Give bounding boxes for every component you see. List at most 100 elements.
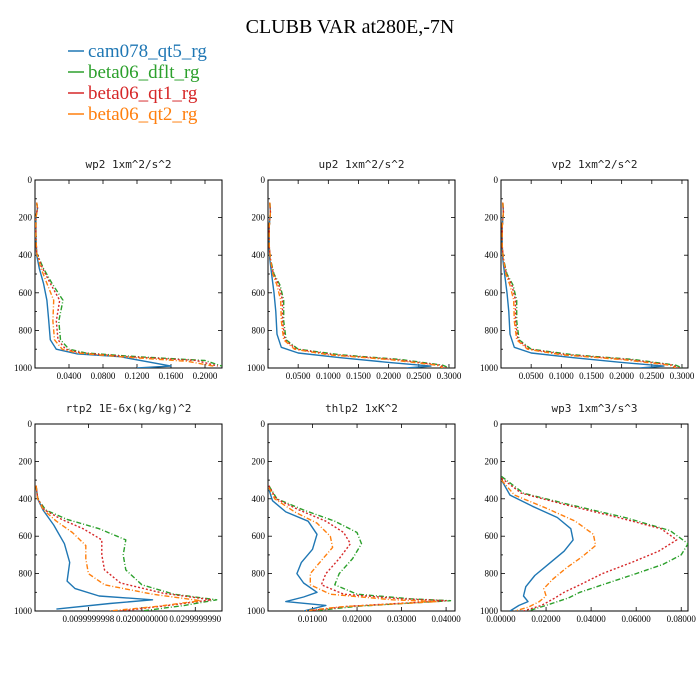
series-line-beta06-qt2-rg [268,487,438,611]
x-tick-label: 0.3000 [437,371,462,381]
series-line-beta06-qt1-rg [501,477,678,611]
chart-panel: rtp2 1E-6x(kg/kg)^2 0 200 400 600 800 1000 0.00… [14,402,223,624]
y-tick-label: 600 [252,531,266,541]
legend-item: beta06_qt2_rg [68,104,198,125]
plot-frame [34,423,223,612]
legend-label: cam078_qt5_rg [88,41,207,62]
y-tick-label: 400 [19,494,33,504]
series-line-cam078-qt5-rg [35,202,172,368]
series-line-beta06-qt1-rg [268,202,447,368]
x-tick-label: 0.2500 [406,371,431,381]
x-tick-label: 0.0299999990 [169,614,221,624]
x-tick-label: 0.0099999998 [63,614,115,624]
series-line-beta06-dflt-rg [501,202,683,368]
series-line-beta06-qt1-rg [268,485,447,611]
series-line-beta06-qt2-rg [501,202,677,368]
legend-label: beta06_qt2_rg [88,104,198,125]
y-tick-label: 0 [261,175,266,185]
panel-title: up2 1xm^2/s^2 [318,158,404,171]
panel-title: wp3 1xm^3/s^3 [551,402,637,415]
panel-title: wp2 1xm^2/s^2 [85,158,171,171]
y-tick-label: 1000 [247,363,266,373]
y-tick-label: 200 [252,213,266,223]
y-tick-label: 800 [252,325,266,335]
y-tick-label: 400 [252,250,266,260]
figure-title: CLUBB VAR at280E,-7N [246,16,455,38]
chart-panel: up2 1xm^2/s^2 0 200 400 600 800 1000 0.0500 0.10… [247,158,462,381]
series-line-cam078-qt5-rg [268,202,432,368]
plot-frame [267,179,456,369]
x-tick-label: 0.02000 [531,614,561,624]
y-tick-label: 1000 [247,606,266,616]
x-tick-label: 0.08000 [667,614,697,624]
x-tick-label: 0.1600 [159,371,184,381]
x-tick-label: 0.1500 [579,371,604,381]
panel-title: vp2 1xm^2/s^2 [551,158,637,171]
series-line-beta06-dflt-rg [268,485,452,611]
y-tick-label: 1000 [14,363,33,373]
y-tick-label: 0 [494,419,499,429]
series-line-beta06-dflt-rg [501,475,688,611]
x-tick-label: 0.01000 [298,614,328,624]
y-tick-label: 0 [28,175,33,185]
y-tick-label: 600 [19,288,33,298]
y-tick-label: 200 [19,213,33,223]
legend-item: beta06_qt1_rg [68,83,198,104]
y-tick-label: 200 [485,213,499,223]
x-tick-label: 0.02000 [342,614,372,624]
plot-frame [500,179,689,369]
y-tick-label: 800 [485,569,499,579]
x-tick-label: 0.2000 [193,371,218,381]
panel-title: thlp2 1xK^2 [325,402,398,415]
x-tick-label: 0.04000 [576,614,606,624]
y-tick-label: 600 [19,531,33,541]
y-tick-label: 400 [485,494,499,504]
chart-panel: wp2 1xm^2/s^2 0 200 400 600 800 1000 0.0400 0.08… [14,158,223,381]
y-tick-label: 0 [494,175,499,185]
chart-panel: vp2 1xm^2/s^2 0 200 400 600 800 1000 0.0500 0.10… [480,158,695,381]
x-tick-label: 0.00000 [486,614,516,624]
series-line-cam078-qt5-rg [501,202,665,368]
x-tick-label: 0.2000 [376,371,401,381]
y-tick-label: 0 [261,419,266,429]
x-tick-label: 0.0500 [286,371,311,381]
y-tick-label: 400 [252,494,266,504]
series-line-beta06-qt2-rg [35,485,202,611]
panel-title: rtp2 1E-6x(kg/kg)^2 [66,402,192,415]
y-tick-label: 200 [252,456,266,466]
x-tick-label: 0.04000 [431,614,461,624]
series-line-beta06-qt2-rg [35,202,214,367]
series-line-beta06-dflt-rg [268,202,450,368]
x-tick-label: 0.03000 [387,614,417,624]
series-line-beta06-qt1-rg [501,202,680,368]
legend-item: beta06_dflt_rg [68,62,200,83]
x-tick-label: 0.0200000000 [116,614,168,624]
y-tick-label: 800 [19,569,33,579]
series-line-beta06-dflt-rg [35,485,218,611]
x-tick-label: 0.1000 [316,371,341,381]
series-line-beta06-qt2-rg [501,479,597,611]
y-tick-label: 1000 [14,606,33,616]
series-line-beta06-dflt-rg [35,202,222,367]
x-tick-label: 0.0400 [57,371,82,381]
plot-frame [34,179,223,369]
legend: cam078_qt5_rg beta06_dflt_rg beta06_qt1_… [68,41,207,125]
y-tick-label: 400 [19,250,33,260]
series-line-cam078-qt5-rg [501,479,574,611]
y-tick-label: 800 [485,325,499,335]
y-tick-label: 600 [485,531,499,541]
y-tick-label: 1000 [480,606,499,616]
x-tick-label: 0.1000 [549,371,574,381]
legend-label: beta06_qt1_rg [88,83,198,104]
y-tick-label: 800 [19,325,33,335]
legend-item: cam078_qt5_rg [68,41,207,62]
y-tick-label: 1000 [480,363,499,373]
x-tick-label: 0.3000 [670,371,695,381]
chart-panel: thlp2 1xK^2 0 200 400 600 800 1000 0.01000 0.020… [247,402,461,624]
y-tick-label: 200 [19,456,33,466]
x-tick-label: 0.2000 [609,371,634,381]
series-line-cam078-qt5-rg [268,489,327,611]
y-tick-label: 800 [252,569,266,579]
